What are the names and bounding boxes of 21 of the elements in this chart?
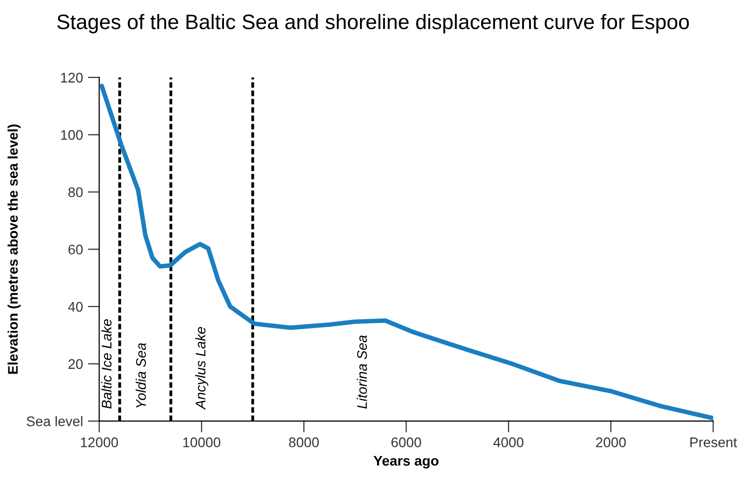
annotation: Yoldia Sea	[136, 343, 146, 408]
y-tick-label: Sea level	[26, 416, 82, 426]
x-tick-label: Present	[690, 438, 738, 448]
annotation: Baltic Ice Lake	[101, 319, 112, 409]
x-tick-label: 8000	[289, 437, 319, 448]
y-tick-label: 100	[61, 130, 83, 140]
chart-title: Stages of the Baltic Sea and shoreline displacement curve for Espoo	[57, 14, 689, 34]
annotation: Litorina Sea	[356, 335, 367, 409]
y-tick-label: 20	[68, 359, 83, 369]
annotation: Ancylus Lake	[195, 326, 208, 410]
x-tick-label: 2000	[596, 437, 626, 448]
x-axis-title: Years ago	[374, 456, 438, 468]
x-tick-label: 12000	[80, 437, 118, 448]
y-tick-label: 60	[68, 244, 83, 254]
y-tick-label: 80	[68, 187, 83, 198]
y-tick-label: 40	[68, 302, 83, 312]
y-axis-title: Elevation (metres above the sea level)	[8, 124, 21, 374]
x-tick-label: 10000	[183, 437, 220, 448]
x-tick-label: 6000	[391, 437, 422, 448]
y-tick-label: 120	[61, 72, 83, 83]
x-tick-label: 4000	[493, 437, 524, 448]
